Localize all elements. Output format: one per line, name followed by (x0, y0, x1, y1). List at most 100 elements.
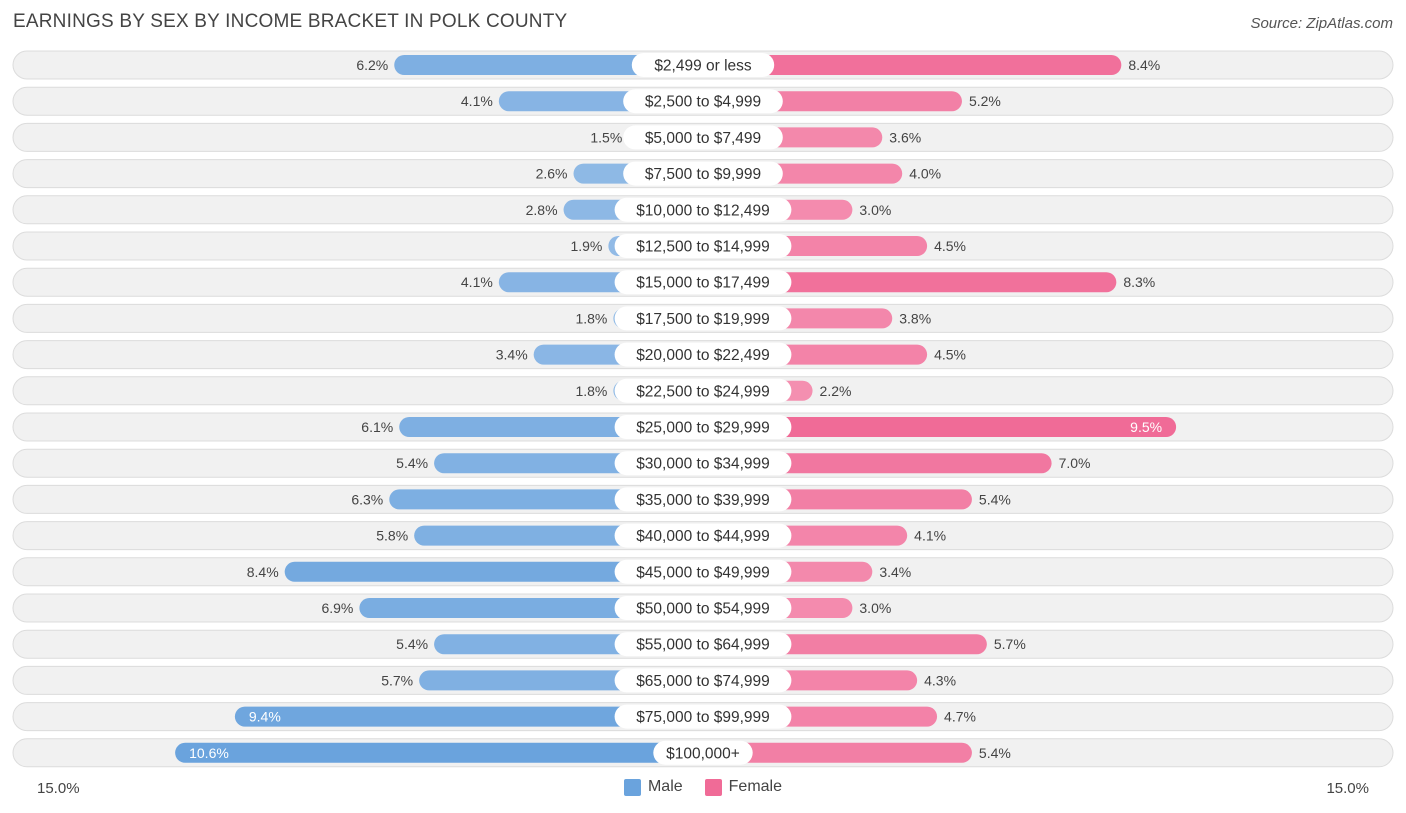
male-value-label: 2.6% (536, 166, 568, 182)
axis-right-label: 15.0% (1326, 780, 1369, 797)
female-swatch (704, 778, 722, 796)
category-pill (614, 596, 792, 620)
female-value-label: 3.0% (859, 202, 891, 218)
male-bar (234, 706, 703, 727)
female-value-label: 4.7% (944, 709, 976, 725)
category-label: $20,000 to $22,499 (636, 347, 770, 364)
category-label: $5,000 to $7,499 (645, 130, 761, 147)
female-value-label: 8.3% (1123, 274, 1155, 290)
female-value-label: 8.4% (1128, 57, 1160, 73)
male-value-label: 5.4% (396, 455, 428, 471)
male-bar (394, 55, 703, 75)
male-value-label: 6.1% (361, 419, 393, 435)
category-pill (614, 451, 792, 476)
category-pill (623, 89, 783, 114)
female-value-label: 7.0% (1059, 455, 1091, 471)
female-value-label: 5.2% (969, 93, 1001, 109)
category-label: $2,500 to $4,999 (645, 94, 761, 111)
category-pill (614, 306, 792, 331)
category-pill (614, 487, 792, 512)
female-bar (703, 742, 972, 763)
female-value-label: 3.6% (889, 129, 921, 145)
male-value-label: 1.5% (590, 129, 622, 145)
axis-left-label: 15.0% (37, 780, 80, 797)
female-value-label: 4.3% (924, 672, 956, 688)
male-value-label: 1.8% (575, 383, 607, 399)
female-value-label: 5.4% (979, 491, 1011, 507)
category-pill (614, 668, 792, 693)
male-value-label: 3.4% (496, 347, 528, 363)
female-value-label: 5.7% (994, 636, 1026, 652)
category-pill (614, 415, 792, 439)
category-label: $75,000 to $99,999 (636, 709, 770, 726)
category-label: $30,000 to $34,999 (636, 456, 770, 473)
category-pill (614, 197, 792, 222)
male-value-label: 4.1% (461, 274, 493, 290)
male-value-label: 6.2% (356, 57, 388, 73)
category-label: $100,000+ (666, 745, 740, 762)
female-value-label: 4.0% (909, 166, 941, 182)
legend-female-label: Female (728, 778, 783, 795)
female-value-label: 2.2% (820, 383, 852, 399)
category-label: $22,500 to $24,999 (636, 383, 770, 400)
male-bar (175, 742, 703, 763)
male-swatch (623, 778, 641, 796)
category-label: $25,000 to $29,999 (636, 420, 770, 437)
category-label: $45,000 to $49,999 (636, 564, 770, 581)
male-value-label: 10.6% (189, 745, 229, 761)
category-label: $12,500 to $14,999 (636, 239, 770, 256)
legend: Male Female (0, 778, 1406, 796)
female-value-label: 3.8% (899, 310, 931, 326)
category-label: $7,500 to $9,999 (645, 166, 761, 183)
category-label: $35,000 to $39,999 (636, 492, 770, 509)
category-pill (614, 270, 792, 295)
category-label: $15,000 to $17,499 (636, 275, 770, 292)
male-value-label: 2.8% (526, 202, 558, 218)
female-value-label: 9.5% (1130, 419, 1162, 435)
category-label: $55,000 to $64,999 (636, 637, 770, 654)
female-value-label: 4.5% (934, 347, 966, 363)
chart-title: EARNINGS BY SEX BY INCOME BRACKET IN POL… (13, 11, 568, 32)
male-value-label: 6.9% (321, 600, 353, 616)
category-pill (623, 125, 783, 150)
male-value-label: 6.3% (351, 491, 383, 507)
male-value-label: 5.7% (381, 672, 413, 688)
category-pill (614, 704, 792, 729)
male-value-label: 1.9% (570, 238, 602, 254)
source-credit: Source: ZipAtlas.com (1250, 15, 1393, 32)
male-bar (284, 561, 703, 582)
female-bar (703, 55, 1122, 75)
female-value-label: 4.5% (934, 238, 966, 254)
male-value-label: 5.4% (396, 636, 428, 652)
male-value-label: 1.8% (575, 310, 607, 326)
category-label: $17,500 to $19,999 (636, 311, 770, 328)
female-value-label: 4.1% (914, 528, 946, 544)
male-value-label: 5.8% (376, 528, 408, 544)
category-pill (631, 53, 775, 77)
male-value-label: 8.4% (247, 564, 279, 580)
female-bar (703, 272, 1117, 293)
category-pill (614, 632, 792, 657)
category-pill (614, 378, 792, 403)
legend-item-male[interactable]: Male (623, 778, 683, 796)
male-value-label: 9.4% (249, 709, 281, 725)
male-value-label: 4.1% (461, 93, 493, 109)
category-label: $10,000 to $12,499 (636, 202, 770, 219)
category-pill (653, 740, 753, 765)
category-label: $50,000 to $54,999 (636, 601, 770, 618)
category-pill (614, 559, 792, 584)
category-label: $40,000 to $44,999 (636, 528, 770, 545)
category-label: $2,499 or less (654, 58, 752, 75)
female-value-label: 3.4% (879, 564, 911, 580)
legend-item-female[interactable]: Female (704, 778, 783, 796)
female-value-label: 3.0% (859, 600, 891, 616)
category-label: $65,000 to $74,999 (636, 673, 770, 690)
category-pill (623, 161, 783, 186)
legend-male-label: Male (647, 778, 683, 795)
category-pill (614, 342, 792, 367)
category-pill (614, 523, 792, 548)
category-pill (614, 234, 792, 258)
female-bar (703, 417, 1177, 437)
female-value-label: 5.4% (979, 745, 1011, 761)
